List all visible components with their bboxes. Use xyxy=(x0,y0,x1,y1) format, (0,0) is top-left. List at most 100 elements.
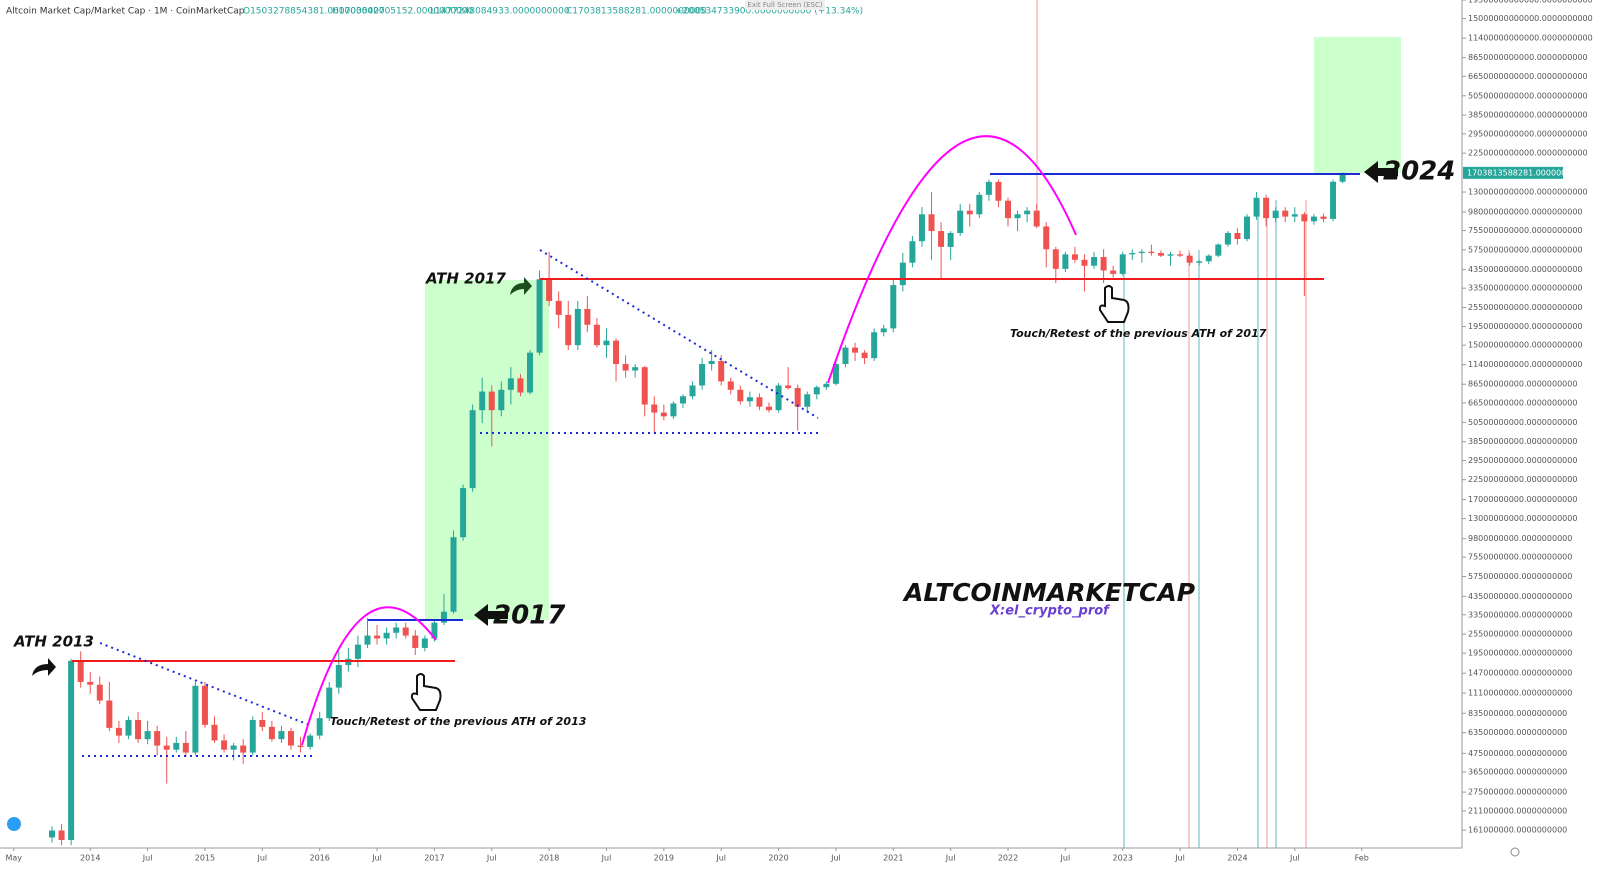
candle-body xyxy=(240,745,247,753)
x-tick-label: 2016 xyxy=(310,854,330,863)
candle-body xyxy=(641,367,648,405)
vertical-markers xyxy=(1036,0,1307,848)
candle-body xyxy=(842,347,849,365)
arc xyxy=(827,135,1077,384)
candle-body xyxy=(87,681,94,685)
candle-body xyxy=(96,684,103,701)
y-tick-label: 2550000000.0000000000 xyxy=(1468,630,1572,639)
candle-body xyxy=(565,314,572,346)
fullscreen-hint[interactable]: Exit Full Screen (ESC) xyxy=(747,1,822,9)
candle-body xyxy=(316,718,323,736)
candle-body xyxy=(259,719,266,727)
annotation: Touch/Retest of the previous ATH of 2017 xyxy=(1010,327,1267,340)
x-tick-label: Jul xyxy=(256,854,267,863)
y-tick-label: 7550000000.0000000000 xyxy=(1468,553,1572,562)
candle-body xyxy=(1100,257,1107,271)
candle-body xyxy=(536,279,543,353)
y-tick-label: 1110000000.0000000000 xyxy=(1468,689,1572,698)
hand-icons xyxy=(410,285,1130,711)
annotation: Touch/Retest of the previous ATH of 2013 xyxy=(330,715,587,728)
candle-body xyxy=(603,340,610,346)
candle-body xyxy=(718,361,725,382)
candle-body xyxy=(412,635,419,648)
candle-body xyxy=(1282,210,1289,217)
candle-body xyxy=(1014,214,1021,219)
y-tick-label: 161000000.0000000000 xyxy=(1468,826,1567,835)
x-tick-label: Jul xyxy=(371,854,382,863)
candle-body xyxy=(507,378,514,390)
candle-body xyxy=(909,241,916,263)
candle-body xyxy=(928,214,935,232)
candle-body xyxy=(517,378,524,393)
y-tick-label: 755000000000.0000000000 xyxy=(1468,226,1583,235)
logo[interactable] xyxy=(7,817,21,831)
x-tick-label: 2022 xyxy=(998,854,1018,863)
candle-body xyxy=(49,830,55,838)
trend-line xyxy=(99,642,313,727)
ohlc-low: L1477248084933.0000000000 xyxy=(430,7,570,17)
candle-body xyxy=(201,685,208,725)
candle-body xyxy=(182,742,189,753)
y-tick-label: 3850000000000.0000000000 xyxy=(1468,111,1588,120)
candle-body xyxy=(880,328,887,333)
y-tick-label: 335000000000.0000000000 xyxy=(1468,284,1583,293)
y-tick-label: 5750000000.0000000000 xyxy=(1468,572,1572,581)
candle-body xyxy=(746,397,753,402)
candle-body xyxy=(995,181,1002,201)
y-tick-label: 29500000000.0000000000 xyxy=(1468,456,1577,465)
y-tick-label: 50500000000.0000000000 xyxy=(1468,418,1577,427)
candle-body xyxy=(890,285,897,329)
candle-body xyxy=(1110,270,1117,274)
candle-body xyxy=(670,403,677,417)
candle-body xyxy=(1291,214,1298,217)
candle-body xyxy=(1263,197,1270,219)
highlight-zone xyxy=(425,280,549,620)
candle-body xyxy=(699,364,706,386)
candle-body xyxy=(852,347,859,353)
candle-body xyxy=(976,194,983,215)
candle-body xyxy=(402,627,409,636)
candle-body xyxy=(794,388,801,407)
candle-body xyxy=(125,719,132,736)
ohlc-close: C1703813588281.0000000000 xyxy=(566,7,707,17)
candle-body xyxy=(651,404,658,413)
candle-body xyxy=(1310,216,1317,222)
y-tick-label: 275000000.0000000000 xyxy=(1468,788,1567,797)
candle-body xyxy=(154,731,161,746)
candle-body xyxy=(613,340,620,365)
x-tick-label: Jul xyxy=(486,854,497,863)
candle-body xyxy=(460,488,467,538)
x-tick-label: 2014 xyxy=(80,854,100,863)
y-tick-label: 38500000000.0000000000 xyxy=(1468,437,1577,446)
candle-body xyxy=(899,262,906,286)
candle-body xyxy=(297,745,304,747)
drawings xyxy=(72,135,1360,757)
candle-body xyxy=(785,385,792,389)
candle-body xyxy=(1272,210,1279,219)
arrow xyxy=(474,604,508,626)
arrows xyxy=(32,161,1398,676)
candle-body xyxy=(498,389,505,411)
candle-body xyxy=(832,364,839,384)
y-tick-label: 835000000.0000000000 xyxy=(1468,709,1567,718)
candle-body xyxy=(488,391,495,411)
candles xyxy=(49,172,1346,846)
candle-body xyxy=(861,352,868,359)
y-tick-label: 635000000.0000000000 xyxy=(1468,728,1567,737)
y-tick-label: 435000000000.0000000000 xyxy=(1468,265,1583,274)
candle-body xyxy=(679,396,686,404)
candle-body xyxy=(622,364,629,371)
y-tick-label: 150000000000.0000000000 xyxy=(1468,341,1583,350)
x-tick-label: Feb xyxy=(1355,854,1369,863)
candle-body xyxy=(326,687,333,719)
candle-body xyxy=(574,308,581,346)
watermark: ALTCOINMARKETCAP xyxy=(902,578,1195,607)
settings-icon[interactable] xyxy=(1510,847,1520,857)
candle-body xyxy=(106,700,113,728)
candle-body xyxy=(211,724,218,741)
candle-body xyxy=(1024,210,1031,215)
candle-body xyxy=(804,394,811,407)
candle-body xyxy=(163,745,170,750)
candle-body xyxy=(58,830,65,840)
